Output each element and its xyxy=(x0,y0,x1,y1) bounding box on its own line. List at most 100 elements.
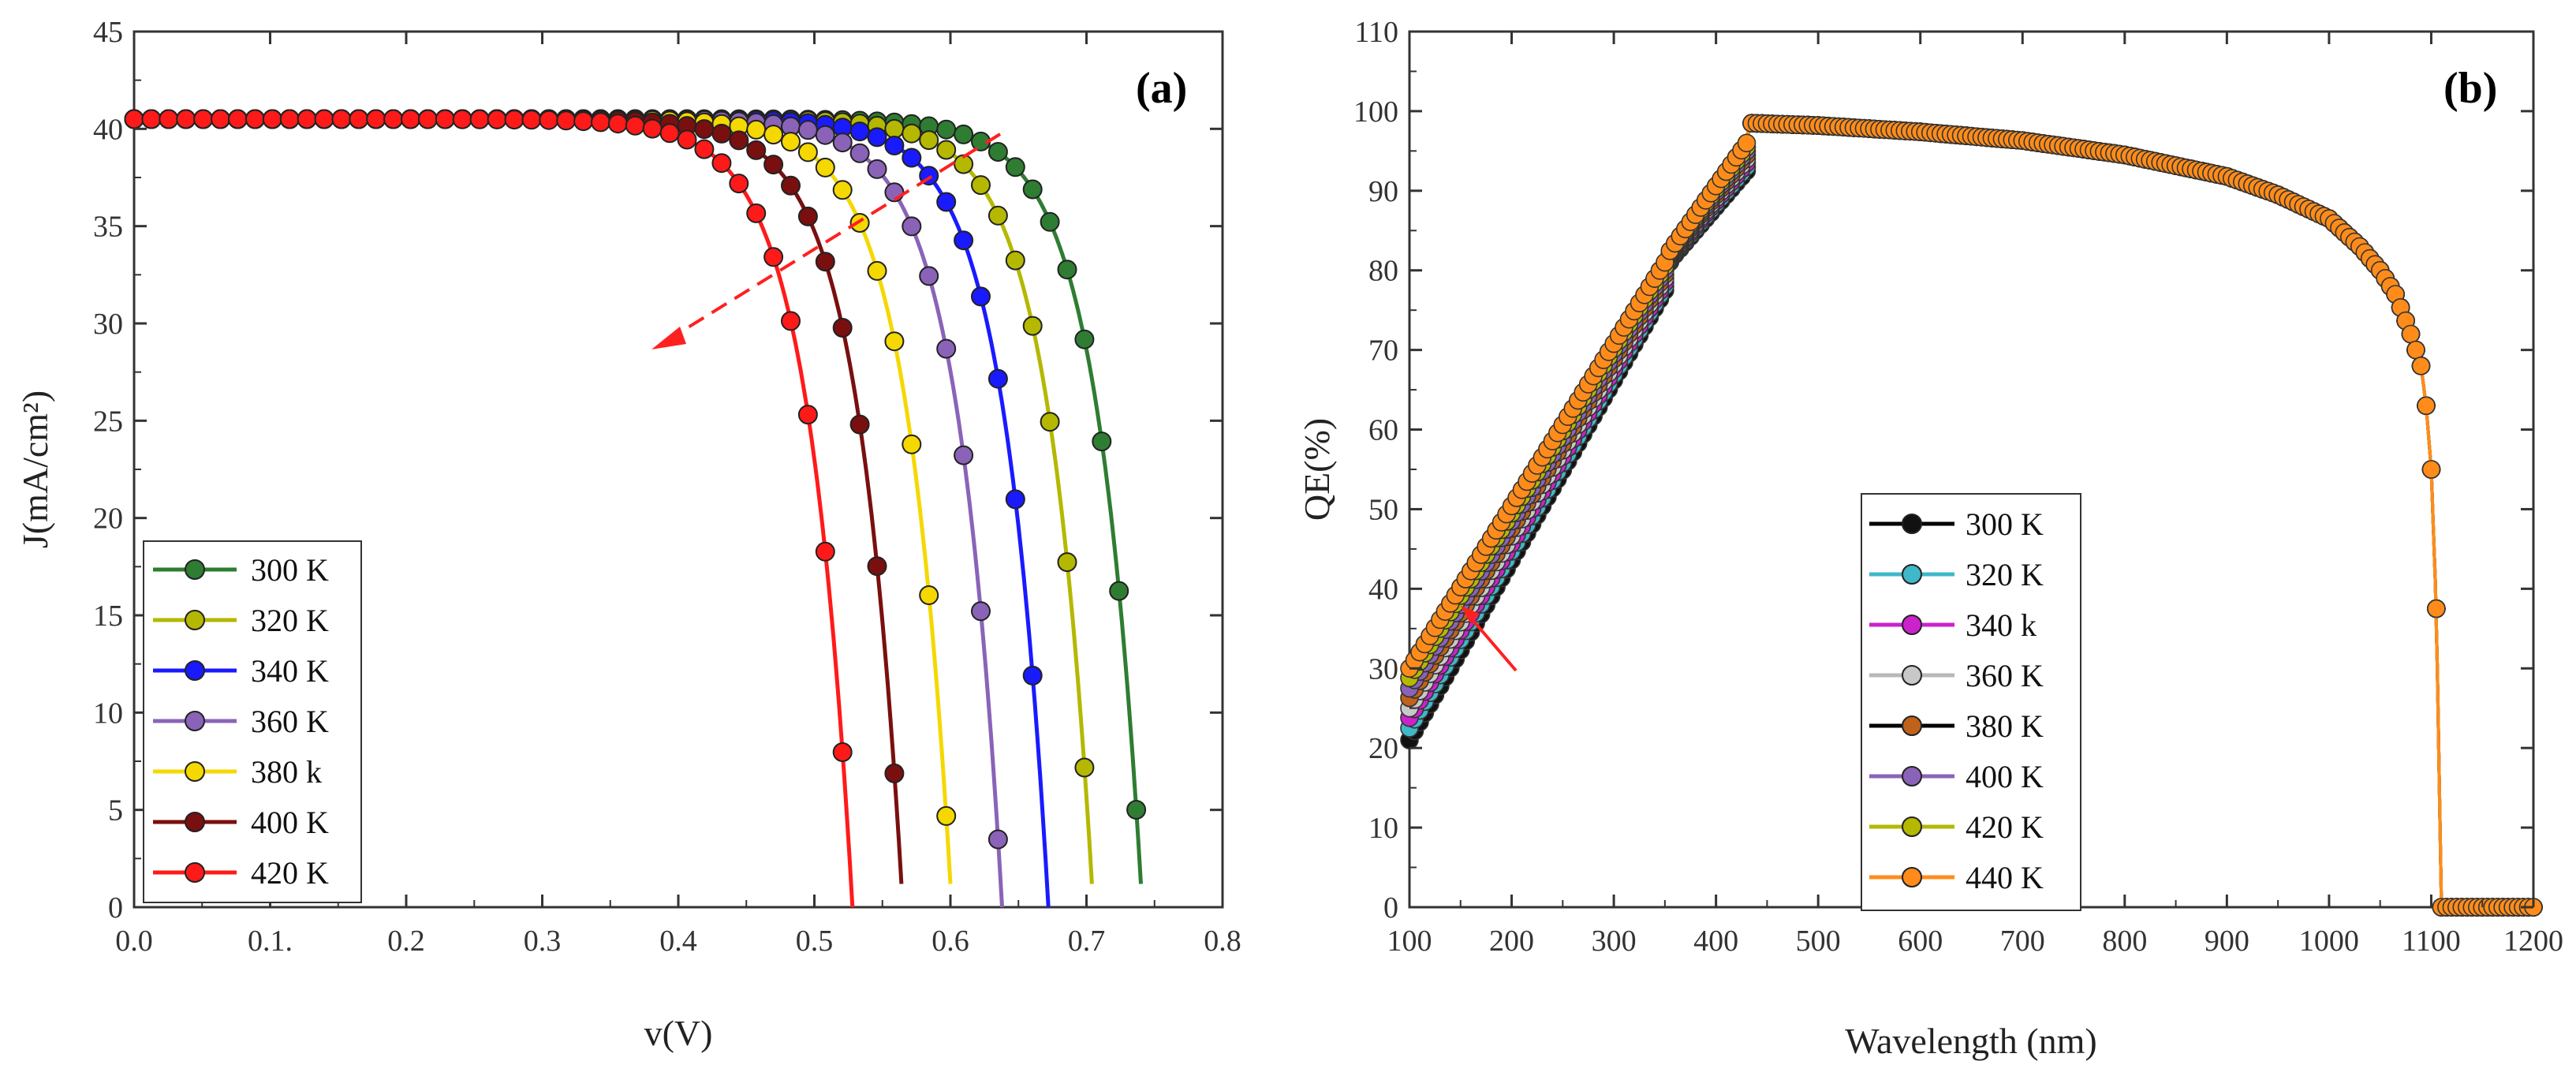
chart-a-point xyxy=(902,434,922,454)
chart-b-panel-label: (b) xyxy=(2443,64,2497,113)
chart-a-point xyxy=(987,829,1008,850)
chart-b-legend-marker xyxy=(1902,766,1922,786)
chart-a-point xyxy=(815,125,835,145)
chart-a-point xyxy=(971,175,991,196)
chart-a-point xyxy=(452,109,472,129)
chart-a-point xyxy=(987,142,1008,162)
chart-a-point xyxy=(1126,800,1147,820)
chart-a-x-tick-label: 0.7 xyxy=(1068,925,1106,958)
chart-a-legend: 300 K 320 K 340 K 360 K 380 k 400 K 420 K xyxy=(143,540,362,903)
chart-b-x-axis-label: Wavelength (nm) xyxy=(1845,1021,2096,1061)
chart-a-point xyxy=(971,601,991,622)
chart-a: 0.0 0.1. 0.2 0.3 0.4 0.5 0.6 0.7 0.8 0 5 10 15 20 25 30… xyxy=(15,16,1241,1053)
chart-b-legend-marker xyxy=(1902,867,1922,887)
chart-a-point xyxy=(141,109,162,129)
chart-a-point xyxy=(1022,179,1043,200)
chart-a-point xyxy=(487,109,507,129)
chart-b-arrow-head xyxy=(1461,606,1480,623)
chart-a-point xyxy=(331,109,352,129)
chart-a-y-tick-label: 10 xyxy=(93,697,123,730)
chart-b-arrow-shaft xyxy=(1467,614,1518,672)
chart-a-point xyxy=(383,109,404,129)
chart-a-legend-label: 400 K xyxy=(251,805,329,840)
chart-a-point xyxy=(832,133,853,153)
chart-a-point xyxy=(279,109,300,129)
chart-a-point xyxy=(832,742,853,762)
chart-a-legend-label: 300 K xyxy=(251,552,329,588)
chart-b-x-tick-label: 1100 xyxy=(2402,925,2461,958)
chart-a-point xyxy=(954,124,974,144)
chart-a-point xyxy=(884,763,905,783)
chart-a-point xyxy=(867,159,887,179)
chart-a-point xyxy=(262,109,282,129)
chart-a-point xyxy=(245,109,265,129)
chart-a-point xyxy=(867,556,887,577)
chart-a-y-tick-label: 25 xyxy=(93,405,123,438)
chart-b-x-tick-label: 200 xyxy=(1489,925,1534,958)
chart-a-legend-label: 320 K xyxy=(251,603,329,638)
chart-a-legend-marker xyxy=(185,711,205,731)
chart-b-point xyxy=(2411,356,2431,375)
chart-b-y-tick-label: 0 xyxy=(1383,891,1398,925)
chart-b-y-tick-label: 40 xyxy=(1368,573,1398,606)
chart-a-point xyxy=(1005,489,1025,510)
chart-a-y-tick-label: 45 xyxy=(93,16,123,49)
chart-a-point xyxy=(694,119,715,140)
chart-b: 100 200 300 400 500 600 700 800 900 1000 1100 1200 0… xyxy=(1297,16,2563,1061)
chart-a-point xyxy=(1040,211,1060,232)
chart-b-y-tick-label: 60 xyxy=(1368,414,1398,447)
chart-a-point xyxy=(936,119,957,140)
chart-a-point xyxy=(314,109,334,129)
chart-b-x-tick-label: 700 xyxy=(2000,925,2045,958)
chart-a-y-tick-label: 40 xyxy=(93,113,123,146)
chart-a-point xyxy=(1109,581,1129,601)
chart-a-point xyxy=(867,260,887,281)
chart-a-point xyxy=(849,121,870,142)
chart-a-series-group xyxy=(124,109,1147,908)
chart-a-point xyxy=(815,541,835,562)
chart-b-y-tick-label: 110 xyxy=(1354,16,1398,49)
chart-a-point xyxy=(936,805,957,826)
chart-a-point xyxy=(1074,329,1095,349)
chart-a-point xyxy=(849,414,870,435)
chart-b-legend-marker xyxy=(1902,665,1922,686)
chart-b-x-tick-label: 1000 xyxy=(2299,925,2359,958)
chart-a-point xyxy=(797,142,818,163)
chart-a-point xyxy=(781,311,801,331)
chart-b-legend-label: 300 K xyxy=(1966,506,2044,542)
chart-b-x-tick-label: 800 xyxy=(2102,925,2147,958)
chart-a-point xyxy=(936,338,957,359)
chart-b-legend-marker xyxy=(1902,514,1922,534)
chart-b-legend-marker xyxy=(1902,816,1922,837)
chart-a-point xyxy=(919,266,939,286)
chart-a-point xyxy=(971,286,991,307)
chart-b-point xyxy=(2421,460,2441,479)
chart-a-point xyxy=(694,139,715,159)
chart-a-point xyxy=(607,114,628,134)
chart-a-point xyxy=(987,368,1008,389)
chart-a-point xyxy=(884,331,905,352)
chart-a-point xyxy=(919,585,939,605)
chart-a-legend-label: 380 k xyxy=(251,754,322,790)
chart-b-legend-label: 400 K xyxy=(1966,759,2044,794)
chart-b-y-tick-label: 20 xyxy=(1368,732,1398,765)
chart-a-point xyxy=(159,109,179,129)
chart-a-arrow-head xyxy=(651,327,686,349)
chart-a-point xyxy=(469,109,490,129)
chart-a-legend-marker xyxy=(185,862,205,883)
chart-a-y-tick-label: 0 xyxy=(108,891,123,925)
chart-a-point xyxy=(763,247,784,267)
chart-a-temperature-arrow xyxy=(651,133,1002,349)
chart-b-y-tick-label: 50 xyxy=(1368,493,1398,526)
chart-a-point xyxy=(1074,757,1095,778)
chart-a-point xyxy=(642,118,663,139)
chart-a-point xyxy=(746,203,767,223)
chart-b-x-tick-label: 600 xyxy=(1898,925,1943,958)
chart-a-point xyxy=(884,136,905,155)
chart-a-point xyxy=(902,123,922,144)
chart-b-x-tick-label: 500 xyxy=(1796,925,1841,958)
chart-a-point xyxy=(417,109,438,129)
chart-a-y-tick-label: 20 xyxy=(93,503,123,536)
chart-b-legend-box xyxy=(1861,493,2081,911)
chart-b-y-tick-label: 70 xyxy=(1368,334,1398,368)
